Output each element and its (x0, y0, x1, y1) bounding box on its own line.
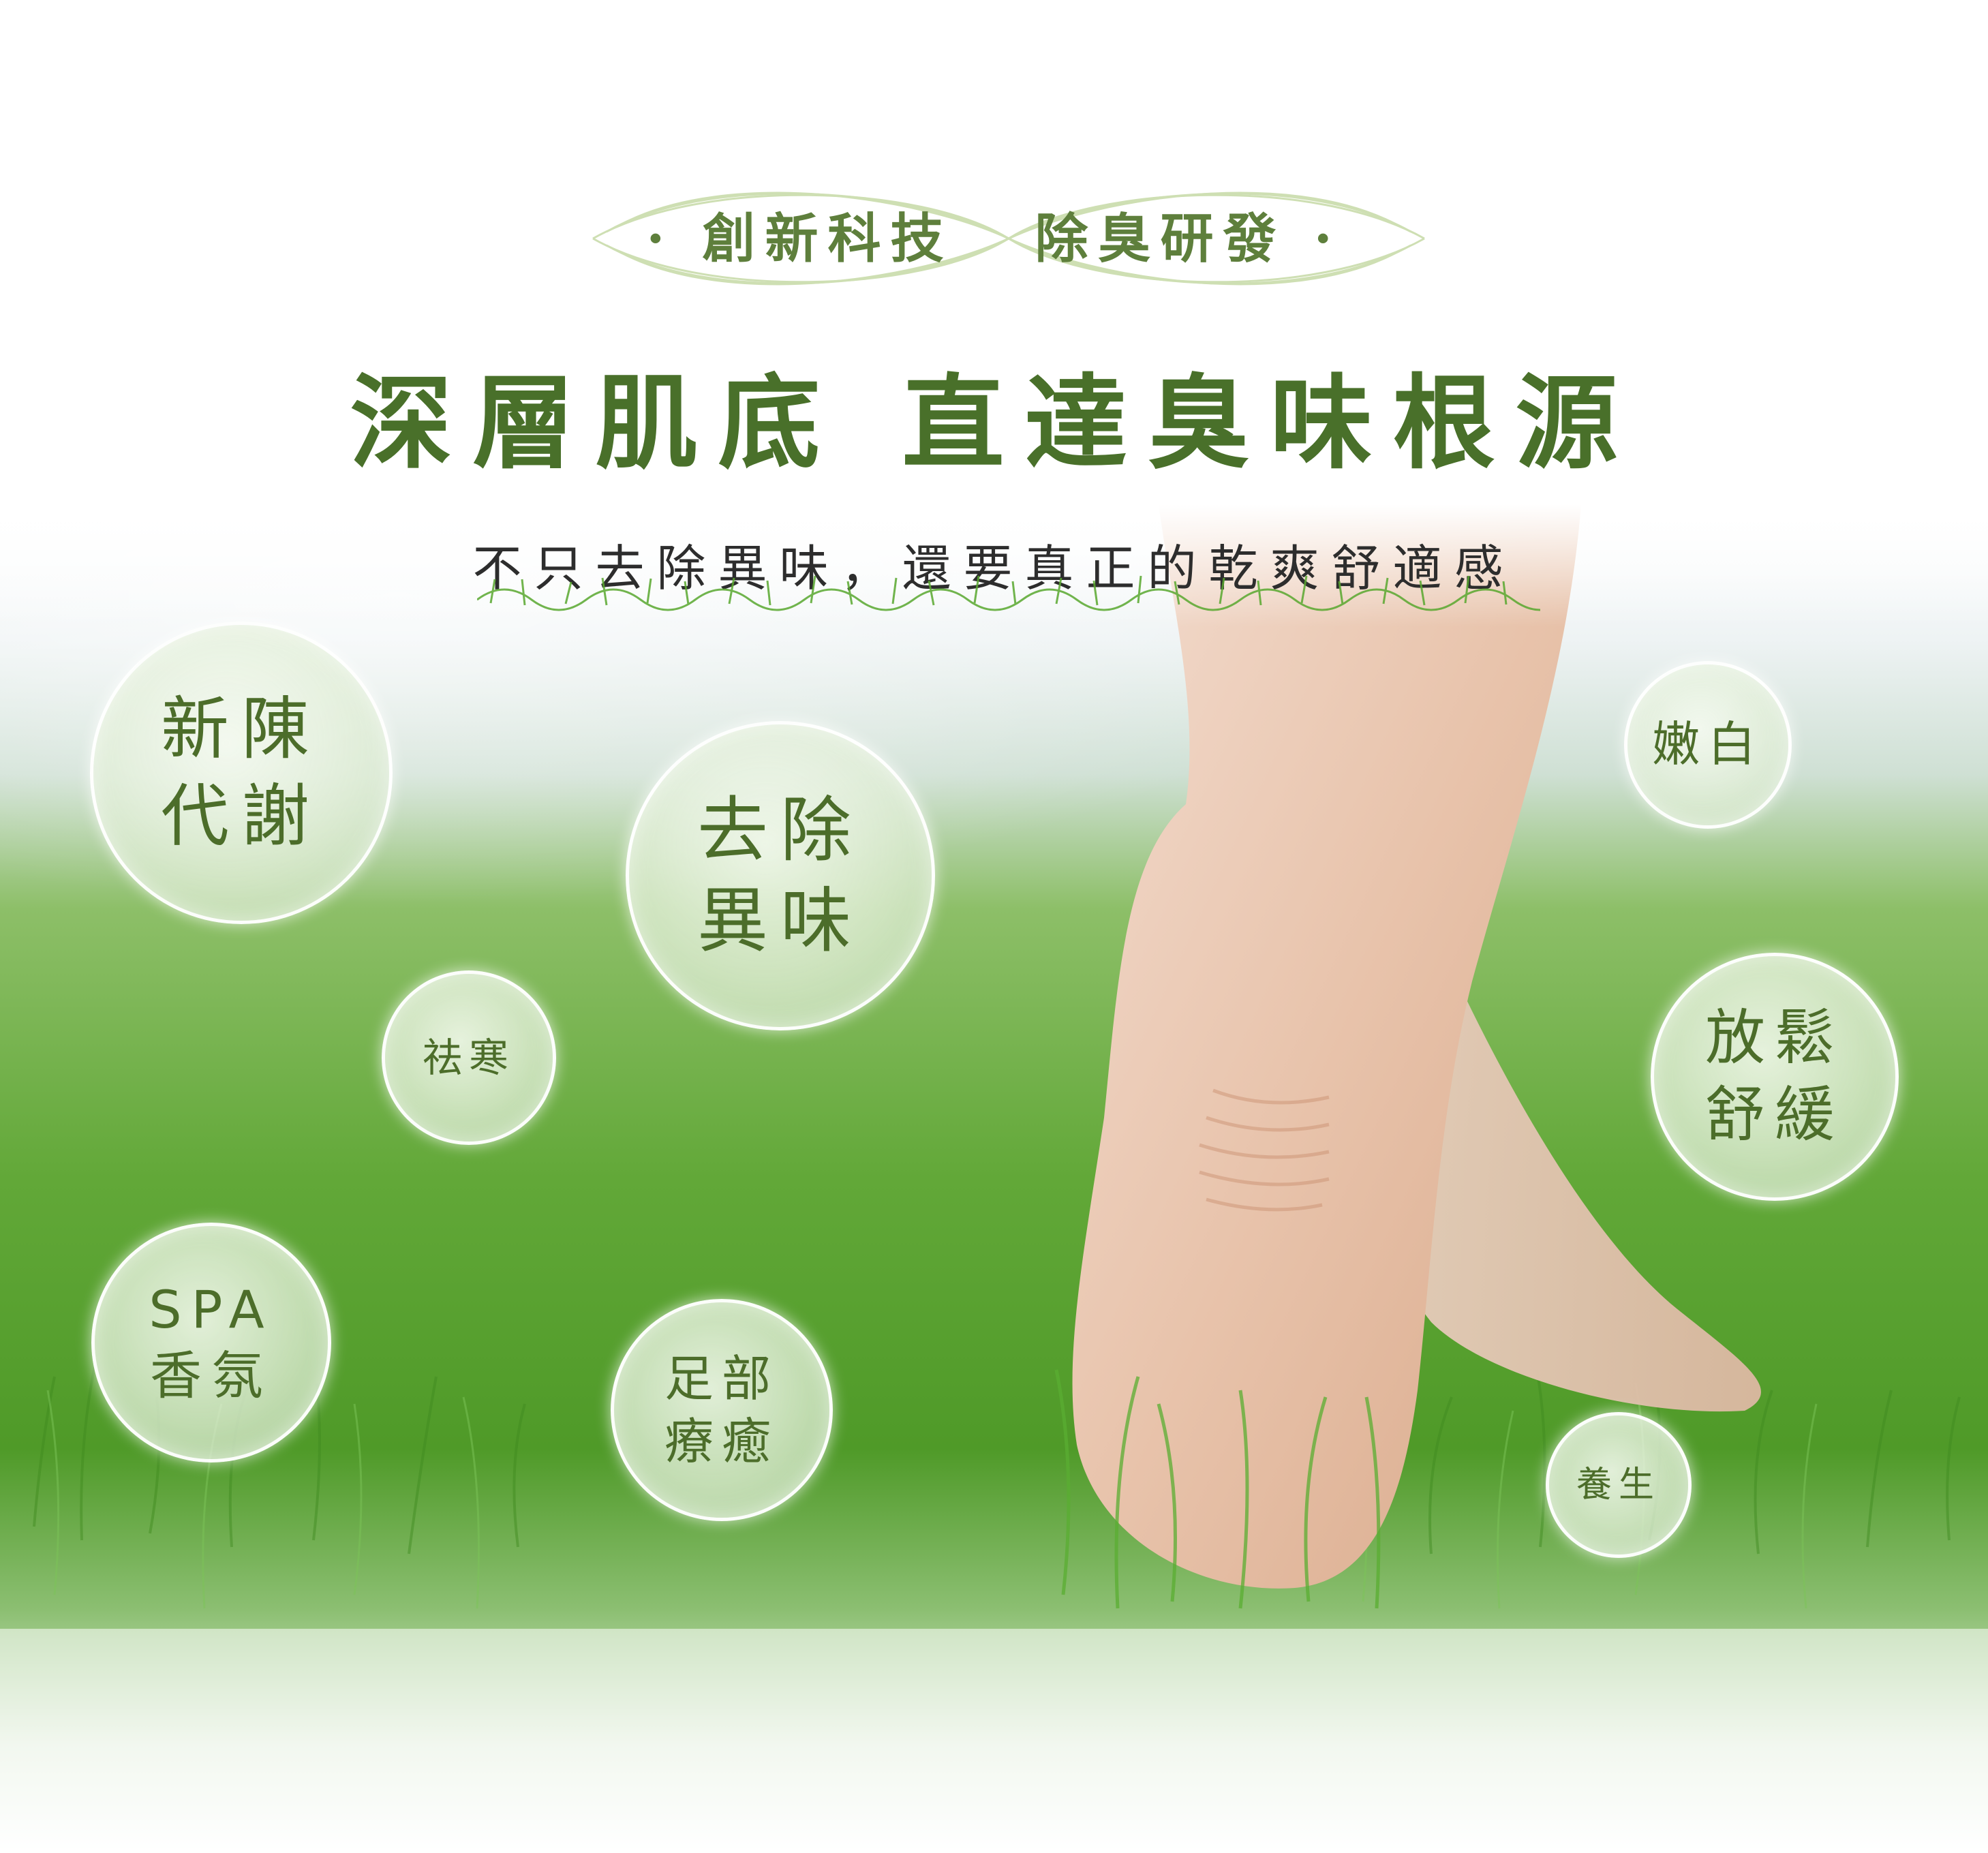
bubble-whitening-line1: 嫩白 (1652, 716, 1764, 773)
bubble-metabolism-line1: 新陳 (161, 689, 322, 769)
bubble-spa-line1: SPA (149, 1278, 274, 1340)
tagline: · 創新科技 除臭研發 · (0, 196, 1988, 273)
bubble-deodorize-line2: 異味 (697, 879, 863, 962)
bubble-deodorize-line1: 去除 (697, 788, 863, 872)
bubble-foot-therapy: 足部 療癒 (611, 1299, 833, 1521)
headline-right: 直達臭味根源 (902, 363, 1638, 483)
bubble-deodorize: 去除 異味 (626, 721, 935, 1030)
page-title: 深層肌底 直達臭味根源 (0, 341, 1988, 489)
bubble-relax-line1: 放鬆 (1704, 1002, 1844, 1073)
bubble-foot-therapy-line1: 足部 (664, 1349, 779, 1407)
bubble-warmth: 祛寒 (382, 970, 556, 1145)
bubble-metabolism: 新陳 代謝 (90, 622, 393, 924)
bubble-foot-therapy-line2: 療癒 (664, 1413, 779, 1470)
bubble-spa: SPA 香氛 (91, 1223, 331, 1463)
headline-left: 深層肌底 (350, 363, 841, 483)
bubble-relax-line2: 舒緩 (1704, 1079, 1844, 1150)
tagline-right: 除臭研發 · (1035, 208, 1342, 270)
bubble-relax: 放鬆 舒緩 (1651, 953, 1899, 1201)
bubble-wellness-line1: 養生 (1576, 1464, 1661, 1505)
bubble-spa-line2: 香氛 (149, 1345, 273, 1406)
subtitle: 不只去除異味，還要真正的乾爽舒適感 (472, 540, 1516, 597)
tagline-left: · 創新科技 (646, 208, 953, 270)
bubble-whitening: 嫩白 (1624, 661, 1792, 829)
bubble-wellness: 養生 (1546, 1412, 1692, 1558)
bubble-warmth-line1: 祛寒 (422, 1034, 515, 1081)
bubble-metabolism-line2: 代謝 (161, 776, 322, 856)
swirl-ornament-icon (592, 192, 1425, 286)
grass-underline-icon (477, 575, 1540, 611)
